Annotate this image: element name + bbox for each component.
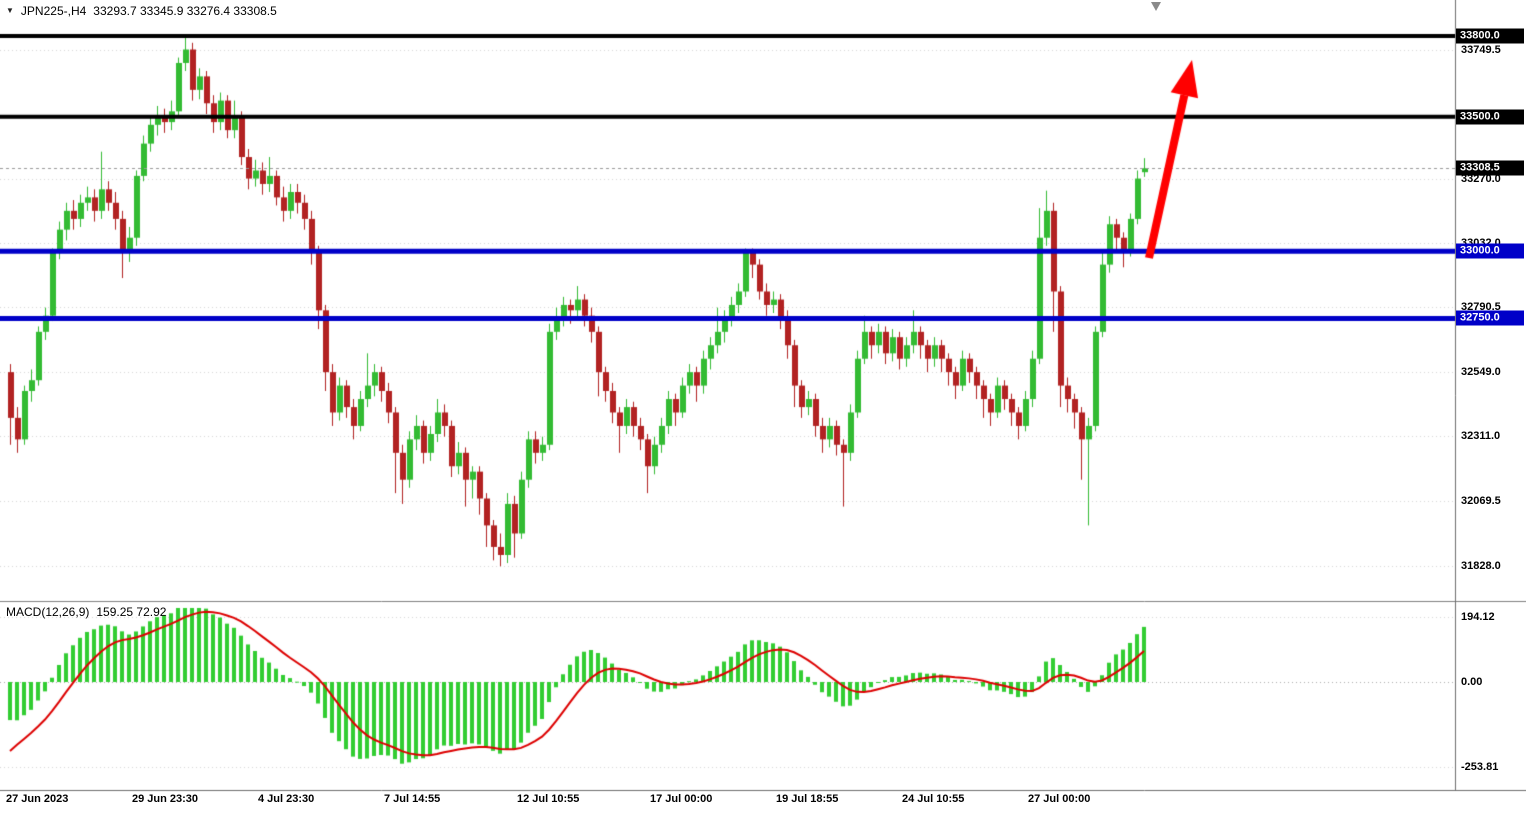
macd-indicator-values: 159.25 72.92 — [96, 605, 167, 619]
macd-pane-label: MACD(12,26,9) 159.25 72.92 — [6, 605, 166, 619]
chart-header: ▼ JPN225-,H4 33293.7 33345.9 33276.4 333… — [6, 4, 277, 18]
symbol-title: JPN225-,H4 — [20, 4, 87, 18]
chart-shift-marker[interactable] — [1151, 2, 1161, 11]
macd-indicator-name: MACD(12,26,9) — [6, 605, 90, 619]
ohlc-readout: 33293.7 33345.9 33276.4 33308.5 — [93, 4, 277, 18]
symbol-marker-icon: ▼ — [6, 6, 14, 15]
